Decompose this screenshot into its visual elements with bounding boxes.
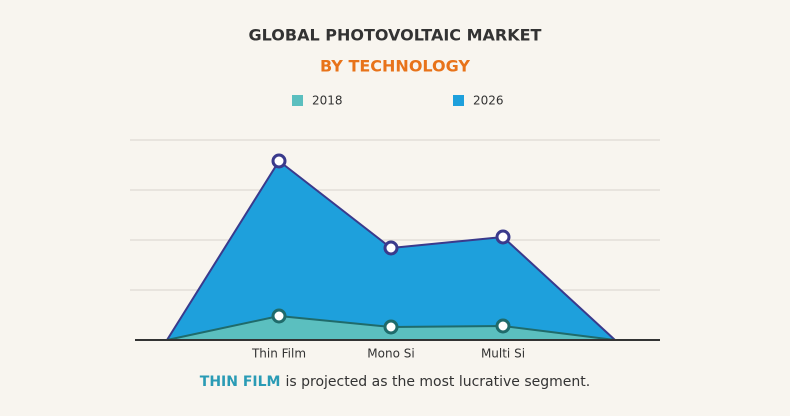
chart-title: GLOBAL PHOTOVOLTAIC MARKET — [249, 26, 542, 45]
marker — [495, 318, 511, 334]
marker — [271, 153, 287, 169]
legend-label: 2018 — [312, 94, 343, 108]
legend-swatch — [453, 95, 464, 106]
legend-swatch — [292, 95, 303, 106]
chart-subtitle: BY TECHNOLOGY — [320, 57, 470, 76]
x-tick-label: Thin Film — [251, 347, 306, 361]
annotation-highlight: THIN FILM — [200, 374, 281, 390]
marker — [271, 308, 287, 324]
x-tick-label: Multi Si — [481, 347, 525, 361]
marker — [495, 229, 511, 245]
marker — [383, 240, 399, 256]
annotation: THIN FILM is projected as the most lucrat… — [200, 374, 590, 390]
annotation-text: is projected as the most lucrative segme… — [285, 374, 590, 390]
marker — [383, 319, 399, 335]
x-tick-label: Mono Si — [367, 347, 414, 361]
legend-label: 2026 — [473, 94, 504, 108]
